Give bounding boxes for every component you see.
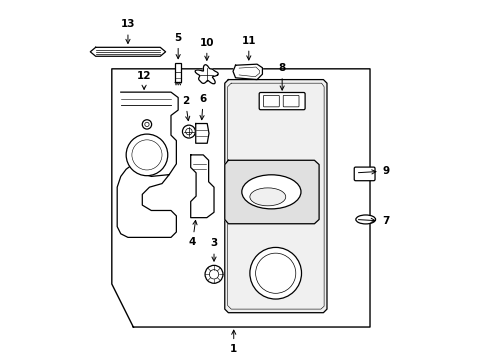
Ellipse shape xyxy=(241,175,301,209)
Bar xyxy=(175,63,181,82)
FancyBboxPatch shape xyxy=(263,95,279,107)
Circle shape xyxy=(204,265,223,283)
Polygon shape xyxy=(233,64,262,80)
Ellipse shape xyxy=(355,215,375,224)
FancyBboxPatch shape xyxy=(283,95,298,107)
Circle shape xyxy=(249,247,301,299)
Text: 5: 5 xyxy=(174,33,182,59)
Text: 9: 9 xyxy=(358,166,389,176)
Ellipse shape xyxy=(249,188,285,206)
Text: 13: 13 xyxy=(121,19,135,44)
Polygon shape xyxy=(112,69,369,327)
Circle shape xyxy=(126,134,167,176)
Polygon shape xyxy=(224,80,326,313)
Polygon shape xyxy=(224,160,319,224)
FancyBboxPatch shape xyxy=(353,167,374,181)
Polygon shape xyxy=(195,65,218,84)
Text: 4: 4 xyxy=(188,220,197,247)
Text: 12: 12 xyxy=(137,71,151,89)
Polygon shape xyxy=(190,155,214,218)
Text: 3: 3 xyxy=(210,238,217,261)
Polygon shape xyxy=(195,123,208,143)
Text: 2: 2 xyxy=(182,96,189,121)
Text: 8: 8 xyxy=(278,63,285,90)
Text: 11: 11 xyxy=(241,36,256,60)
Circle shape xyxy=(182,125,195,138)
Text: 10: 10 xyxy=(199,38,214,60)
FancyBboxPatch shape xyxy=(259,93,305,110)
Text: 7: 7 xyxy=(358,216,388,226)
Circle shape xyxy=(142,120,151,129)
Polygon shape xyxy=(90,47,165,56)
Text: 1: 1 xyxy=(230,330,237,354)
Polygon shape xyxy=(117,92,178,237)
Text: 6: 6 xyxy=(199,94,206,120)
